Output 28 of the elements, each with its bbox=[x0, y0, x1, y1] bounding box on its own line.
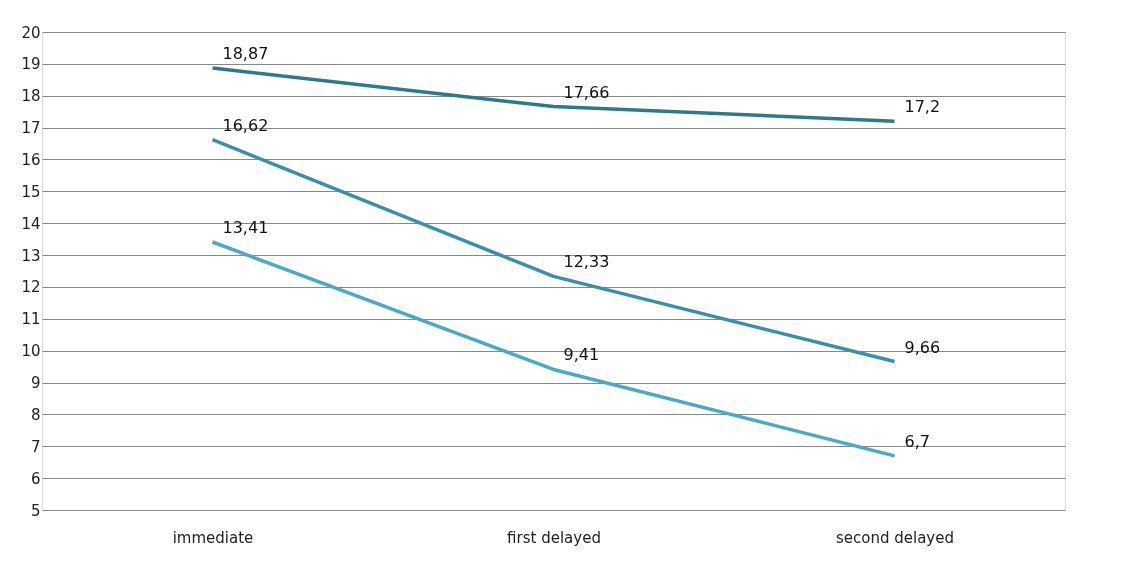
y-tick-label: 9 bbox=[30, 374, 41, 393]
y-tick-label: 15 bbox=[21, 182, 41, 201]
y-tick-label: 17 bbox=[21, 119, 41, 138]
y-tick-label: 20 bbox=[21, 23, 41, 42]
y-tick-label: 16 bbox=[21, 150, 41, 169]
y-tick-label: 19 bbox=[21, 55, 41, 74]
x-tick-label: first delayed bbox=[507, 528, 601, 547]
x-tick-label: immediate bbox=[172, 528, 254, 547]
y-tick-label: 5 bbox=[30, 501, 41, 520]
data-label: 16,62 bbox=[222, 115, 269, 135]
x-tick-label: second delayed bbox=[835, 528, 955, 547]
y-tick-label: 8 bbox=[30, 405, 41, 424]
data-label: 13,41 bbox=[222, 218, 269, 237]
y-tick-label: 14 bbox=[21, 214, 41, 233]
y-tick-label: 12 bbox=[21, 278, 41, 297]
data-label: 9,66 bbox=[904, 337, 941, 357]
y-tick-label: 7 bbox=[30, 437, 41, 456]
data-label: 12,33 bbox=[563, 252, 610, 272]
data-label: 6,7 bbox=[904, 431, 930, 451]
y-tick-label: 11 bbox=[21, 310, 41, 329]
y-tick-label: 10 bbox=[21, 342, 41, 361]
data-label: 17,66 bbox=[563, 82, 610, 102]
data-label: 17,2 bbox=[904, 97, 941, 117]
data-label: 9,41 bbox=[563, 345, 600, 365]
y-tick-label: 13 bbox=[21, 246, 41, 265]
data-label: 18,87 bbox=[222, 44, 269, 64]
y-tick-label: 18 bbox=[21, 87, 41, 106]
y-tick-label: 6 bbox=[30, 469, 41, 488]
